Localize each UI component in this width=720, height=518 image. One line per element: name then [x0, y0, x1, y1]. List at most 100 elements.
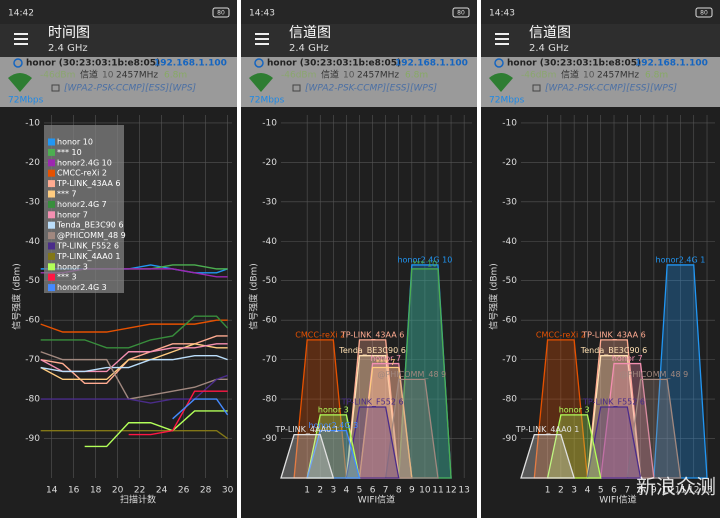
network-label: CMCC-reXi 2: [536, 330, 586, 339]
distance: 6.8m: [164, 71, 187, 81]
ssid: honor (30:23:03:1b:e8:05): [26, 59, 160, 69]
wifi-signal-icon: [489, 73, 513, 92]
network-label: honor 7: [370, 354, 401, 363]
y-tick-label: -40: [502, 237, 517, 247]
screen-title: 信道图: [529, 25, 571, 41]
connection-icon: [494, 58, 504, 68]
x-tick-label: 2: [317, 486, 323, 496]
x-tick-label: 6: [611, 486, 617, 496]
network-label: Tenda_BE3C90 6: [580, 346, 648, 355]
y-tick-label: -20: [262, 158, 277, 168]
signal-level: -46dBm: [521, 71, 556, 81]
y-tick-label: -10: [25, 118, 40, 128]
menu-icon-bar[interactable]: [14, 38, 28, 40]
x-tick-label: 5: [598, 486, 604, 496]
info-band: [241, 57, 477, 107]
network-label: TP-LINK_F552 6: [341, 397, 404, 406]
status-time: 14:43: [249, 9, 275, 19]
x-tick-label: 9: [651, 486, 657, 496]
security: [WPA2-PSK-CCMP][ESS][WPS]: [545, 84, 678, 94]
legend-label: @PHICOMM_48 9: [57, 231, 126, 240]
signal-line: [40, 354, 228, 373]
network-label: *** 10: [413, 259, 438, 268]
channel-number: 10: [583, 71, 595, 81]
network-label: CMCC-reXi 2: [295, 330, 345, 339]
channel-band: [586, 406, 642, 479]
menu-icon-bar[interactable]: [255, 33, 269, 35]
network-label: honor 3: [559, 405, 590, 414]
signal-level: -46dBm: [281, 71, 316, 81]
info-band: [481, 57, 720, 107]
info-band: [0, 57, 237, 107]
x-axis-label: WIFI信道: [599, 494, 636, 506]
signal-line: [40, 351, 228, 400]
menu-icon-bar[interactable]: [495, 33, 509, 35]
y-tick-label: -80: [502, 395, 517, 405]
channel-label: 信道: [561, 69, 579, 81]
frequency: 2457MHz: [597, 71, 639, 81]
menu-icon-bar[interactable]: [255, 38, 269, 40]
x-tick-label: 13: [701, 486, 712, 496]
signal-line: [128, 390, 228, 436]
legend-label: TP-LINK_4AA0 1: [56, 252, 120, 261]
x-tick-label: 4: [585, 486, 591, 496]
channel-number: 10: [343, 71, 355, 81]
legend-label: honor 7: [57, 210, 88, 219]
y-tick-label: -70: [262, 355, 277, 365]
band-label: 2.4 GHz: [529, 43, 569, 54]
ip-address: 192.168.1.100: [635, 59, 708, 69]
menu-icon-bar[interactable]: [14, 43, 28, 45]
y-tick-label: -20: [502, 158, 517, 168]
y-tick-label: -70: [502, 355, 517, 365]
channel-band: [345, 406, 400, 479]
menu-icon-bar[interactable]: [495, 38, 509, 40]
y-tick-label: -10: [262, 118, 277, 128]
legend-label: *** 7: [57, 190, 77, 199]
legend-label: honor2.4G 3: [57, 283, 107, 292]
signal-line: [172, 398, 229, 420]
x-tick-label: 26: [178, 486, 190, 496]
lock-icon: [532, 84, 541, 92]
battery-level: 80: [700, 10, 708, 17]
x-tick-label: 18: [90, 486, 102, 496]
legend-label: Tenda_BE3C90 6: [56, 221, 124, 230]
legend-label: TP-LINK_F552 6: [56, 242, 119, 251]
y-tick-label: -90: [25, 434, 40, 444]
channel-number: 10: [102, 71, 114, 81]
y-tick-label: -60: [262, 316, 277, 326]
security: [WPA2-PSK-CCMP][ESS][WPS]: [64, 84, 197, 94]
signal-line: [84, 410, 228, 448]
menu-icon-bar[interactable]: [255, 43, 269, 45]
y-tick-label: -30: [25, 197, 40, 207]
toolbar: [241, 24, 477, 57]
link-speed: 72Mbps: [489, 96, 525, 106]
network-label: @PHICOMM_48 9: [377, 370, 446, 379]
y-tick-label: -10: [502, 118, 517, 128]
x-tick-label: 1: [545, 486, 551, 496]
battery-level: 80: [217, 10, 225, 17]
network-label: honor 7: [612, 354, 643, 363]
legend-label: CMCC-reXi 2: [57, 169, 107, 178]
phone-screen: 14:43 80 信道图 2.4 GHz honor (30:23:03:1b:e8:0…: [241, 0, 477, 518]
signal-line: [40, 335, 228, 385]
x-tick-label: 12: [688, 486, 699, 496]
legend-swatch: [48, 190, 55, 198]
menu-icon-bar[interactable]: [495, 43, 509, 45]
y-tick-label: -90: [262, 434, 277, 444]
legend-swatch: [48, 200, 55, 208]
network-label: TP-LINK_4AA0 1: [515, 425, 579, 434]
y-tick-label: -70: [25, 355, 40, 365]
x-tick-label: 3: [571, 486, 577, 496]
menu-icon-bar[interactable]: [14, 33, 28, 35]
x-tick-label: 16: [68, 486, 80, 496]
x-tick-label: 12: [445, 486, 456, 496]
network-label: honor2.4G 10: [397, 255, 452, 264]
network-label: TP-LINK_43AA 6: [581, 330, 645, 339]
x-tick-label: 20: [112, 486, 124, 496]
link-speed: 72Mbps: [249, 96, 285, 106]
band-label: 2.4 GHz: [48, 43, 88, 54]
legend-label: honor 3: [57, 262, 88, 271]
channel-band: [306, 430, 361, 479]
legend-label: *** 3: [57, 273, 77, 282]
